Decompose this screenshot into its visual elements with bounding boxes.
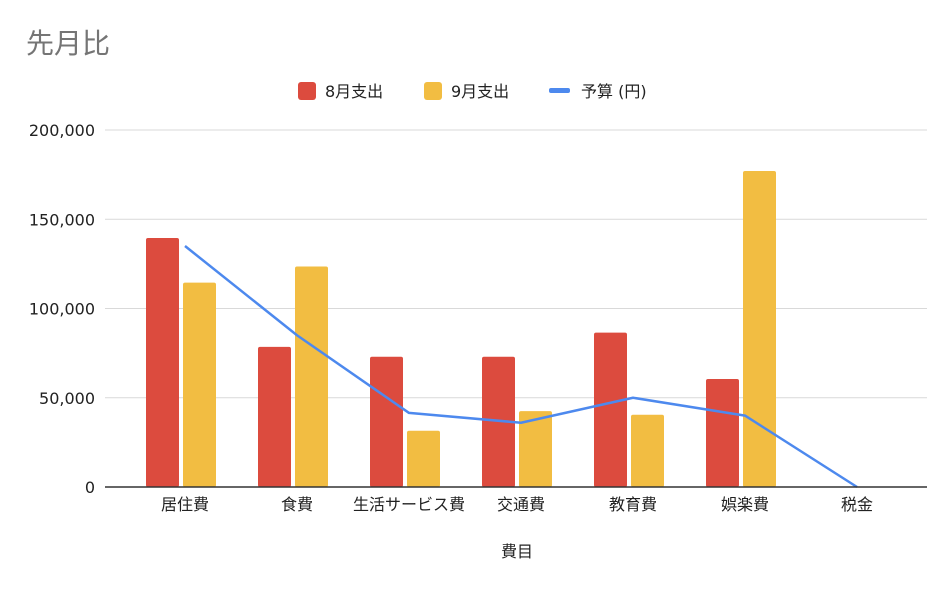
budget-line (184, 245, 858, 489)
bar-sep-3 (519, 411, 552, 487)
legend-swatch (298, 82, 316, 100)
bar-aug-5 (706, 379, 739, 487)
budget-line-path (184, 245, 858, 489)
bar-sep-4 (631, 414, 664, 487)
legend-swatch (424, 82, 442, 100)
legend: 8月支出 9月支出 予算 (円) (298, 82, 647, 101)
legend-swatch (549, 88, 570, 93)
x-tick-label: 娯楽費 (721, 495, 769, 514)
legend-label: 8月支出 (325, 82, 383, 101)
bar-sep-0 (183, 282, 216, 487)
gridlines (105, 129, 927, 399)
legend-label: 9月支出 (451, 82, 509, 101)
x-tick-label: 教育費 (609, 495, 657, 514)
axes: 0 50,000 100,000 150,000 200,000 居住費 食費 生活サービス費… (29, 121, 927, 514)
y-tick-label: 0 (85, 478, 95, 497)
x-axis-title: 費目 (501, 542, 533, 561)
x-tick-label: 交通費 (497, 495, 545, 514)
x-tick-label: 税金 (841, 495, 873, 514)
y-tick-label: 200,000 (29, 121, 95, 140)
bar-sep-5 (743, 171, 776, 487)
y-tick-label: 100,000 (29, 300, 95, 319)
bar-aug-2 (370, 356, 403, 487)
chart-title: 先月比 (26, 27, 111, 60)
bar-sep-1 (295, 266, 328, 487)
legend-label: 予算 (円) (581, 82, 647, 101)
bar-sep-2 (407, 430, 440, 487)
bar-aug-4 (594, 332, 627, 487)
bars (146, 171, 776, 487)
y-tick-label: 50,000 (39, 389, 95, 408)
x-tick-label: 食費 (281, 495, 313, 514)
y-tick-label: 150,000 (29, 210, 95, 229)
bar-aug-0 (146, 237, 179, 487)
bar-aug-1 (258, 346, 291, 487)
x-tick-label: 生活サービス費 (353, 495, 465, 514)
x-tick-label: 居住費 (161, 495, 209, 514)
